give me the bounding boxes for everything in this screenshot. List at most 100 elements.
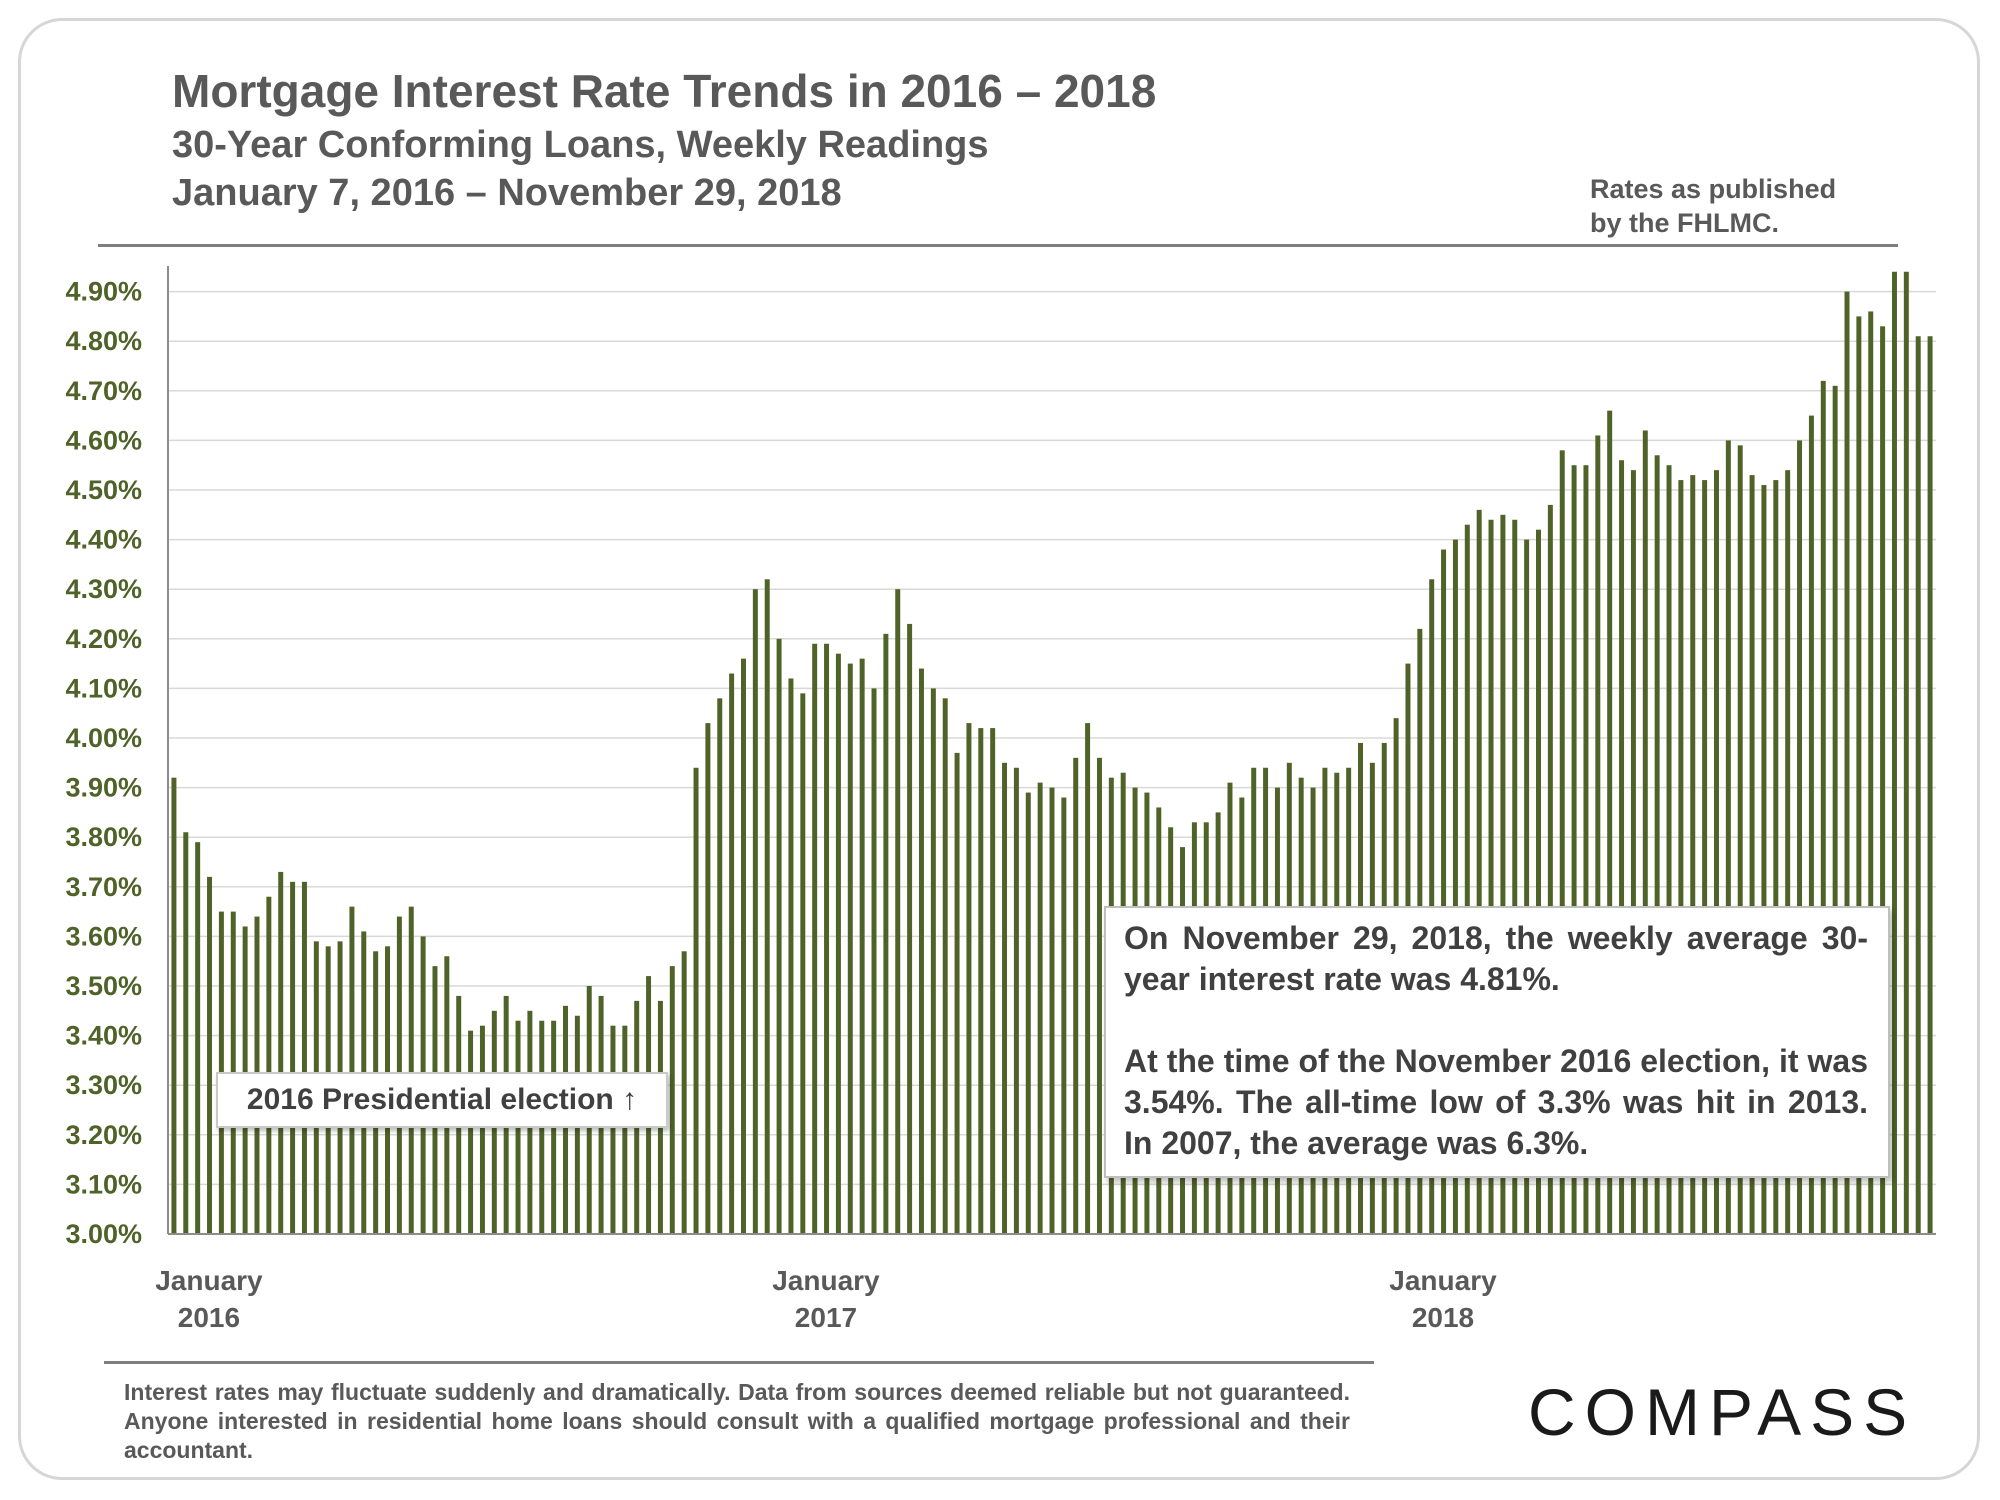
rate-bar	[1654, 455, 1660, 1234]
rate-bar	[764, 579, 770, 1234]
rate-bar	[349, 906, 355, 1234]
callout-history: At the time of the November 2016 electio…	[1124, 1043, 1868, 1161]
x-tick-month: January	[1389, 1265, 1497, 1296]
x-tick-year: 2017	[795, 1302, 857, 1333]
rate-bar	[1630, 470, 1636, 1234]
rate-bar	[1488, 519, 1494, 1234]
rate-bar	[1049, 787, 1055, 1234]
rate-bar	[1702, 480, 1708, 1235]
rate-bar	[1820, 380, 1826, 1234]
rate-bar	[1761, 485, 1767, 1234]
rate-bar	[1524, 539, 1530, 1234]
rate-bar	[1832, 385, 1838, 1235]
x-tick-year: 2016	[178, 1302, 240, 1333]
y-tick-label: 4.50%	[65, 475, 142, 505]
rate-bar	[812, 643, 818, 1234]
rate-bar	[1927, 336, 1933, 1234]
rate-bar	[479, 1025, 485, 1234]
rate-bar	[1583, 465, 1589, 1234]
header-rule	[98, 244, 1898, 247]
rate-bar	[1061, 797, 1067, 1234]
rate-bar	[1037, 782, 1043, 1234]
y-tick-label: 4.00%	[65, 723, 142, 753]
rate-bar	[1607, 410, 1613, 1234]
rate-bar	[1619, 460, 1625, 1234]
y-tick-label: 3.20%	[65, 1120, 142, 1150]
chart-title: Mortgage Interest Rate Trends in 2016 – …	[172, 65, 1157, 117]
y-tick-label: 4.60%	[65, 425, 142, 455]
footer-rule	[104, 1361, 1374, 1364]
rate-bar	[1642, 430, 1648, 1235]
rate-bar	[1536, 529, 1541, 1234]
rate-bar	[1725, 440, 1731, 1234]
rate-bar	[1856, 316, 1862, 1234]
rate-bar	[1785, 470, 1791, 1234]
y-tick-label: 4.40%	[65, 525, 142, 555]
rate-bar	[1797, 440, 1803, 1234]
y-tick-label: 4.90%	[65, 277, 142, 307]
y-tick-label: 3.00%	[65, 1219, 142, 1249]
rate-bar	[207, 876, 213, 1234]
rate-bar	[1915, 336, 1921, 1234]
rate-bar	[171, 777, 177, 1234]
y-tick-label: 3.70%	[65, 872, 142, 902]
rate-bar	[468, 1030, 474, 1234]
rate-bar	[1737, 445, 1743, 1234]
rate-bar	[693, 767, 699, 1234]
rate-bar	[1808, 415, 1814, 1235]
gridlines	[168, 290, 1936, 1186]
rate-bar	[1773, 480, 1779, 1235]
rate-bar	[752, 589, 758, 1234]
rate-bar	[800, 693, 806, 1234]
rate-bar	[871, 688, 877, 1234]
y-tick-label: 4.20%	[65, 624, 142, 654]
rate-bar	[1002, 762, 1008, 1234]
y-tick-label: 3.30%	[65, 1070, 142, 1100]
rate-bar	[990, 728, 996, 1234]
rate-bar	[1595, 435, 1601, 1234]
y-tick-label: 3.50%	[65, 971, 142, 1001]
rate-bar	[1571, 465, 1577, 1234]
date-range: January 7, 2016 – November 29, 2018	[172, 172, 842, 214]
rate-bar	[895, 589, 901, 1234]
rate-bar	[1464, 524, 1470, 1234]
x-axis: January 2016 January 2017 January 2018	[155, 1265, 1497, 1333]
rate-bar	[610, 1025, 616, 1234]
rate-bar	[788, 678, 794, 1234]
rate-bar	[1547, 504, 1553, 1234]
rate-bar	[835, 653, 841, 1234]
rate-bar	[1512, 519, 1518, 1234]
y-axis: 3.00% 3.10% 3.20% 3.30% 3.40% 3.50% 3.60% 3.70%…	[65, 266, 1936, 1249]
disclaimer: Interest rates may fluctuate suddenly an…	[124, 1379, 1350, 1463]
rate-bar	[266, 896, 272, 1234]
rate-bar	[1713, 470, 1719, 1234]
rate-bar	[883, 633, 889, 1234]
rate-bar	[1844, 291, 1850, 1235]
rate-bar	[301, 881, 307, 1234]
rate-bar	[717, 698, 723, 1234]
rate-bar	[1013, 767, 1019, 1234]
rate-bar	[1096, 757, 1102, 1234]
rate-bar	[408, 906, 414, 1234]
x-tick-month: January	[155, 1265, 263, 1296]
rate-bar	[1025, 792, 1031, 1234]
rate-bar	[966, 723, 972, 1234]
rate-bar	[776, 638, 782, 1234]
rate-bar	[1903, 271, 1909, 1234]
election-annotation: 2016 Presidential election ↑	[216, 1072, 668, 1128]
slide-frame	[18, 18, 1980, 1480]
rate-bar	[669, 966, 675, 1234]
rate-bar	[1891, 271, 1897, 1234]
rate-bar	[1073, 757, 1079, 1234]
rate-bar	[930, 688, 936, 1234]
chart-subtitle: 30-Year Conforming Loans, Weekly Reading…	[172, 124, 989, 166]
callout-current-rate: On November 29, 2018, the weekly average…	[1124, 920, 1868, 997]
y-tick-label: 3.60%	[65, 921, 142, 951]
rate-bar	[1452, 539, 1458, 1234]
rate-bar	[1690, 475, 1696, 1234]
rate-bar	[183, 832, 189, 1234]
rate-bar	[1476, 509, 1482, 1235]
source-note: Rates as published by the FHLMC.	[1590, 174, 1837, 238]
x-tick-year: 2018	[1412, 1302, 1474, 1333]
